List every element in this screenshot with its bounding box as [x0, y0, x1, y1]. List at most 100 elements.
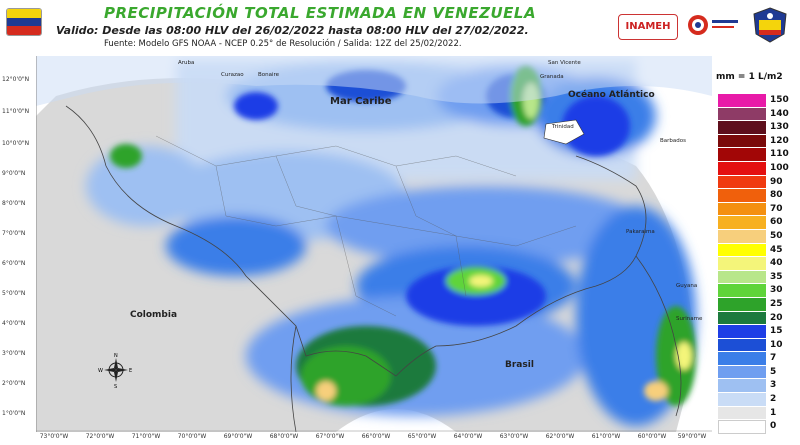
header: PRECIPITACIÓN TOTAL ESTIMADA EN VENEZUEL…	[0, 0, 800, 58]
legend-row: 0	[718, 420, 798, 434]
legend-row: 100	[718, 161, 798, 176]
legend-swatch	[718, 325, 766, 339]
lon-label: 63°0'0"W	[499, 433, 529, 440]
legend-row: 70	[718, 202, 798, 217]
legend-swatch	[718, 243, 766, 258]
seal-logo	[750, 6, 790, 44]
legend-label: 50	[770, 230, 783, 241]
lon-label: 70°0'0"W	[177, 433, 207, 440]
legend-swatch	[718, 379, 766, 394]
legend-swatch	[718, 297, 766, 312]
lon-label: 66°0'0"W	[361, 433, 391, 440]
compass-n: N	[114, 353, 118, 359]
legend-label: 80	[770, 190, 783, 201]
page-title: PRECIPITACIÓN TOTAL ESTIMADA EN VENEZUEL…	[104, 4, 537, 22]
label-pakaraima: Pakaraima	[626, 229, 655, 235]
lon-label: 61°0'0"W	[591, 433, 621, 440]
legend-swatch	[718, 338, 766, 353]
compass-e: E	[129, 368, 132, 374]
venezuela-flag-icon	[6, 8, 42, 36]
lon-label: 64°0'0"W	[453, 433, 483, 440]
legend-swatch	[718, 352, 766, 366]
lon-label: 68°0'0"W	[269, 433, 299, 440]
legend-row: 25	[718, 297, 798, 312]
label-colombia: Colombia	[130, 310, 178, 320]
legend-row: 90	[718, 175, 798, 190]
legend-label: 40	[770, 258, 783, 269]
label-barbados: Barbados	[660, 138, 686, 144]
lon-label: 59°0'0"W	[677, 433, 707, 440]
longitude-labels: 73°0'0"W 72°0'0"W 71°0'0"W 70°0'0"W 69°0…	[36, 432, 712, 445]
legend-label: 45	[770, 244, 783, 255]
legend-label: 7	[770, 353, 777, 364]
legend-label: 30	[770, 285, 783, 296]
legend-row: 35	[718, 270, 798, 285]
legend-label: 100	[770, 162, 789, 173]
label-bonaire: Bonaire	[258, 72, 280, 78]
lat-label: 12°0'0"N	[2, 76, 30, 83]
legend-row: 140	[718, 107, 798, 122]
validity-subtitle: Valido: Desde las 08:00 HLV del 26/02/20…	[56, 24, 529, 37]
legend-row: 10	[718, 338, 798, 353]
lon-label: 71°0'0"W	[131, 433, 161, 440]
legend-swatch	[718, 202, 766, 217]
compass-s: S	[114, 384, 117, 388]
legend-swatch	[718, 229, 766, 244]
compass-rose-icon: N S E W	[98, 352, 134, 390]
lon-label: 62°0'0"W	[545, 433, 575, 440]
legend-row: 110	[718, 148, 798, 162]
legend-row: 50	[718, 229, 798, 244]
legend-swatch	[718, 393, 766, 407]
ministry-logo	[684, 12, 740, 38]
legend-swatch	[718, 216, 766, 230]
lat-label: 2°0'0"N	[2, 380, 26, 387]
label-aruba: Aruba	[178, 60, 195, 66]
label-suriname: Suriname	[676, 316, 703, 322]
legend-row: 130	[718, 121, 798, 135]
legend-row: 20	[718, 311, 798, 326]
legend-swatch	[718, 148, 766, 162]
lat-label: 4°0'0"N	[2, 320, 26, 327]
legend-label: 130	[770, 122, 789, 133]
legend-swatch	[718, 406, 766, 421]
lat-label: 10°0'0"N	[2, 140, 30, 147]
legend-label: 70	[770, 203, 783, 214]
lat-label: 3°0'0"N	[2, 350, 26, 357]
lat-label: 7°0'0"N	[2, 230, 26, 237]
legend-label: 3	[770, 380, 777, 391]
legend-swatch	[718, 311, 766, 326]
lon-label: 72°0'0"W	[85, 433, 115, 440]
legend-swatch	[718, 107, 766, 122]
legend-label: 15	[770, 326, 783, 337]
legend-row: 150	[718, 94, 798, 108]
legend-label: 60	[770, 217, 783, 228]
legend-swatch	[718, 175, 766, 190]
label-curazao: Curazao	[221, 72, 244, 78]
legend-row: 45	[718, 243, 798, 258]
inameh-logo: INAMEH	[618, 14, 678, 40]
legend-row: 60	[718, 216, 798, 230]
legend-row: 3	[718, 379, 798, 394]
lat-label: 8°0'0"N	[2, 200, 26, 207]
legend-swatch	[718, 121, 766, 135]
legend-label: 2	[770, 394, 777, 405]
legend-row: 1	[718, 406, 798, 421]
legend-row: 30	[718, 284, 798, 298]
legend-items: 150 140 130 120 110 100 90 80 70 60 50 45 40 35 30 25 20…	[718, 94, 798, 434]
lon-label: 69°0'0"W	[223, 433, 253, 440]
lat-label: 9°0'0"N	[2, 170, 26, 177]
precipitation-map[interactable]	[36, 56, 712, 432]
label-granada: Granada	[540, 74, 564, 80]
legend-row: 7	[718, 352, 798, 366]
legend-label: 35	[770, 271, 783, 282]
lon-label: 65°0'0"W	[407, 433, 437, 440]
compass-w: W	[98, 368, 103, 374]
label-oceano-atlantico: Océano Atlántico	[568, 90, 655, 100]
lat-label: 11°0'0"N	[2, 108, 30, 115]
label-san-vicente: San Vicente	[548, 60, 581, 66]
lat-label: 1°0'0"N	[2, 410, 26, 417]
legend-row: 80	[718, 189, 798, 203]
legend-swatch	[718, 189, 766, 203]
legend-swatch	[718, 257, 766, 271]
label-guyana: Guyana	[676, 283, 698, 289]
